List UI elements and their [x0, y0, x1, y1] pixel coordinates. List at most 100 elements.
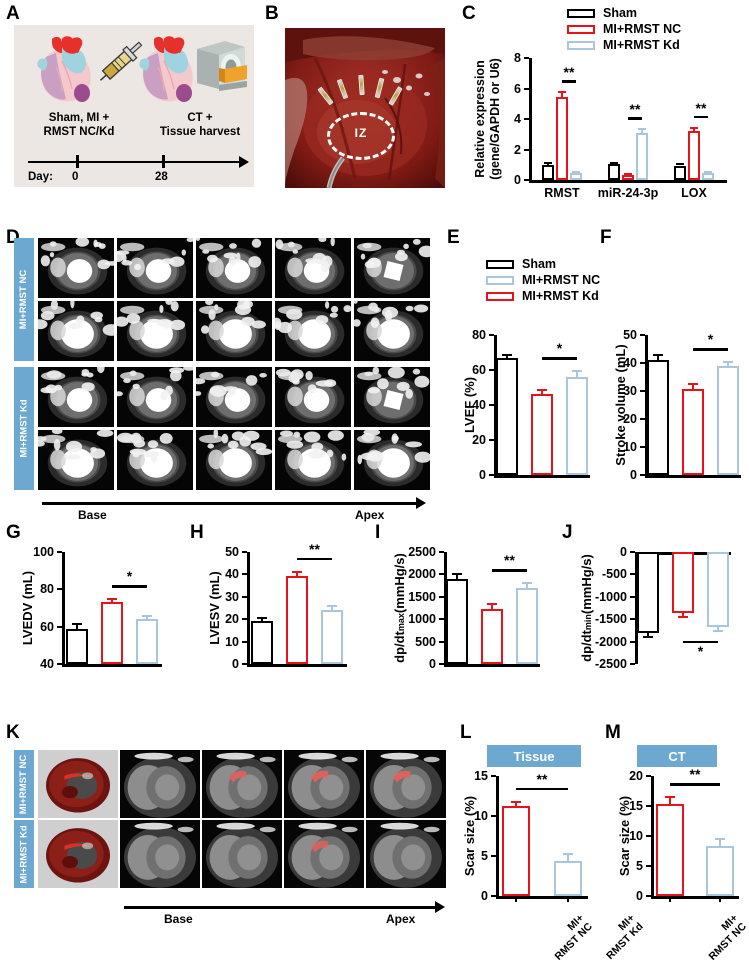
- y-tick-label: 10: [629, 829, 643, 843]
- error-cap: [678, 615, 688, 618]
- panel-a-caption-line2: RMST NC/Kd: [43, 126, 115, 138]
- y-tick-label: 500: [415, 634, 436, 649]
- ct-scar-image: [202, 750, 282, 818]
- apex-label: Apex: [355, 508, 385, 522]
- bar: [622, 175, 634, 180]
- bar: [717, 366, 739, 475]
- y-tick-label: 1500: [408, 589, 436, 604]
- panel-a-caption-line1: Sham, MI +: [48, 112, 110, 124]
- x-axis: [529, 180, 727, 183]
- significance-stars: **: [695, 99, 707, 116]
- bar: [136, 619, 158, 664]
- y-tick-label: 0: [636, 889, 643, 903]
- error-bar: [261, 618, 263, 621]
- y-tick-label: 1000: [408, 612, 436, 627]
- y-tick: [491, 815, 496, 817]
- ct-image: [117, 367, 193, 427]
- y-tick: [640, 446, 645, 448]
- y-tick: [630, 640, 635, 643]
- bar: [66, 628, 88, 664]
- y-tick: [630, 551, 635, 553]
- ct-scar-image: [120, 750, 200, 818]
- error-cap: [676, 163, 684, 166]
- x-axis: [494, 475, 590, 478]
- bar: [707, 552, 729, 628]
- x-axis-label: miR-24-3p: [597, 186, 659, 200]
- legend-label: MI+RMST Kd: [522, 289, 599, 303]
- error-cap: [638, 128, 646, 131]
- heart-icon: [134, 33, 202, 112]
- significance-stars: **: [536, 770, 548, 787]
- y-axis-label: Stroke volume (mL): [613, 344, 628, 466]
- y-tick: [630, 595, 635, 598]
- panel-f-chart: 0 10 20 30 40 50 Stroke volume (mL) *: [595, 225, 749, 515]
- y-tick: [646, 865, 651, 867]
- y-tick: [489, 439, 494, 441]
- bar: [706, 845, 734, 896]
- y-axis-label: Scar size (%): [617, 795, 632, 877]
- error-cap: [257, 617, 267, 620]
- significance-line: [542, 357, 577, 360]
- error-bar: [567, 854, 569, 861]
- ct-image: [196, 367, 272, 427]
- day-axis-label: Day:: [28, 171, 53, 183]
- bar: [608, 163, 620, 180]
- y-tick-label: 5: [481, 849, 488, 863]
- ct-scar-image: [366, 750, 446, 818]
- bar: [672, 552, 694, 614]
- error-bar: [491, 604, 493, 610]
- ct-image: [38, 238, 114, 298]
- y-tick-label: 100: [33, 545, 54, 559]
- y-tick-label: 60: [40, 619, 54, 634]
- y-tick: [491, 775, 496, 777]
- y-tick: [242, 663, 247, 665]
- bar: [688, 131, 700, 180]
- x-axis-label: MI+ RMST NC: [706, 912, 749, 963]
- panel-l-chart: 0 5 10 15 Scar size (%) ** MI+ RMST NC MI+ RMST K…: [440, 720, 646, 963]
- significance-line: [562, 80, 576, 83]
- y-tick: [489, 334, 494, 336]
- error-cap: [292, 570, 302, 573]
- panel-label-l: L: [460, 722, 472, 743]
- y-tick-label: 0: [620, 545, 627, 559]
- error-bar: [146, 615, 148, 620]
- ct-scar-image: [120, 820, 200, 888]
- error-bar: [76, 624, 78, 629]
- legend-swatch: [486, 292, 514, 301]
- infarct-zone-label: IZ: [354, 126, 368, 140]
- error-cap: [653, 353, 663, 356]
- y-tick-label: 30: [225, 589, 239, 604]
- error-bar: [506, 354, 508, 358]
- ct-image: [117, 301, 193, 361]
- significance-line: [112, 585, 147, 588]
- row-label-kd: MI+RMST Kd: [14, 820, 34, 888]
- error-cap: [713, 629, 723, 632]
- panel-a-right-caption: CT + Tissue harvest: [80, 111, 320, 139]
- y-axis: [645, 335, 648, 475]
- y-tick: [524, 87, 529, 90]
- bar: [286, 575, 308, 664]
- panel-label-i: I: [375, 522, 381, 543]
- significance-line: [297, 557, 332, 561]
- panel-label-h: H: [190, 522, 204, 543]
- significance-stars: **: [563, 64, 575, 81]
- y-axis-label: LVESV (mL): [207, 571, 222, 645]
- y-tick-label: 40: [472, 398, 486, 412]
- y-tick-label: 8: [514, 51, 521, 65]
- error-cap: [107, 598, 117, 601]
- y-axis: [651, 776, 654, 896]
- y-tick: [242, 595, 247, 598]
- significance-stars: *: [556, 340, 563, 357]
- ct-scar-image: [366, 820, 446, 888]
- base-label: Base: [78, 508, 107, 522]
- bar: [481, 609, 503, 664]
- significance-stars: **: [309, 540, 320, 557]
- y-tick: [524, 118, 529, 120]
- ct-image: [354, 367, 430, 427]
- row-label-nc-text: MI+RMST NC: [18, 754, 30, 814]
- significance-line: [628, 117, 642, 120]
- y-tick-label: 0: [630, 468, 637, 482]
- error-cap: [704, 170, 712, 173]
- bar: [251, 620, 273, 664]
- gross-heart-photo: [38, 820, 118, 888]
